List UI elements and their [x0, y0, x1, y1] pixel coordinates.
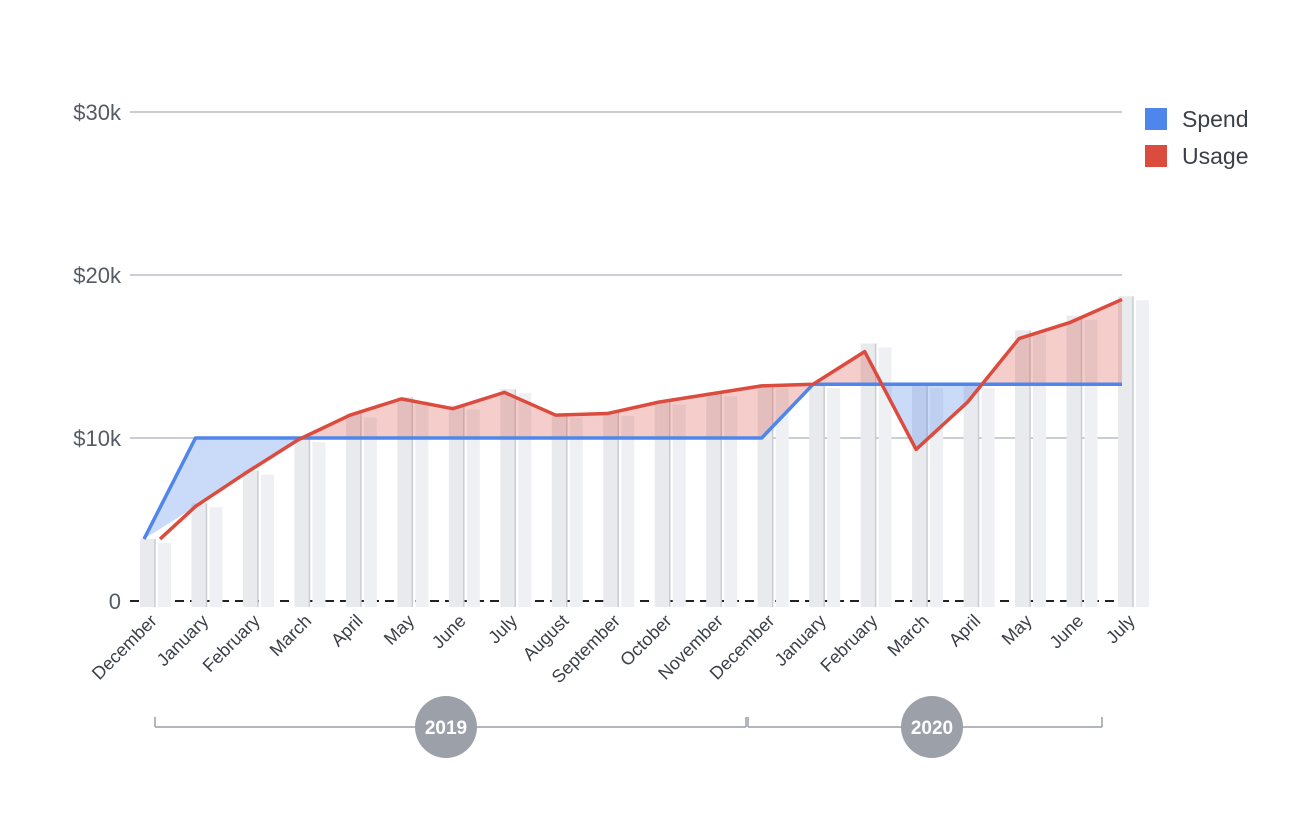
bar — [209, 507, 223, 607]
bar — [860, 343, 876, 607]
bar — [757, 384, 773, 607]
x-tick-label: May — [998, 611, 1036, 649]
bar — [415, 401, 429, 607]
bar — [672, 404, 686, 607]
usage-line — [158, 297, 1123, 541]
area-segment — [916, 384, 968, 450]
bar — [724, 396, 738, 607]
bar — [500, 389, 516, 607]
x-tick-label: April — [945, 611, 985, 651]
year-brackets: 2019 2020 — [154, 696, 1103, 758]
y-axis: 0 $10k $20k $30k — [73, 100, 122, 614]
year-badge — [901, 696, 963, 758]
bar — [621, 415, 635, 607]
bar — [397, 397, 413, 607]
bar — [569, 417, 583, 607]
area-segment — [658, 393, 711, 438]
bar — [1084, 319, 1098, 607]
legend-label: Spend — [1182, 106, 1249, 132]
bar — [466, 409, 480, 607]
year-label: 2020 — [911, 718, 953, 739]
bar — [260, 474, 274, 607]
bar — [448, 405, 464, 607]
area-segment — [401, 398, 453, 438]
bar — [912, 384, 928, 607]
bar — [140, 539, 155, 607]
x-tick-label: June — [428, 611, 470, 653]
x-tick-label: June — [1046, 611, 1088, 653]
legend-label: Usage — [1182, 143, 1248, 169]
bar — [963, 384, 979, 607]
bar — [294, 438, 310, 607]
bar — [654, 400, 670, 607]
bar — [1118, 296, 1133, 607]
y-tick-label: $30k — [73, 100, 122, 125]
bar — [878, 347, 892, 607]
bar — [242, 470, 258, 607]
bar — [312, 442, 326, 607]
bar — [809, 384, 825, 607]
bar — [345, 413, 361, 607]
bar — [930, 388, 944, 607]
y-tick-label: 0 — [109, 589, 121, 614]
area-segment — [349, 398, 402, 438]
bar — [775, 388, 789, 607]
bar — [1136, 300, 1149, 607]
legend-swatch — [1145, 108, 1167, 130]
x-tick-label: July — [484, 611, 521, 648]
x-tick-label: May — [380, 611, 418, 649]
area-segment — [1019, 322, 1071, 385]
bar — [706, 392, 722, 607]
area-segment — [504, 392, 556, 438]
area-segment — [452, 392, 505, 438]
year-badge — [415, 696, 477, 758]
series-lines — [142, 297, 1123, 541]
x-tick-label: December — [88, 611, 161, 684]
bar — [981, 388, 995, 607]
area-segment — [710, 385, 762, 438]
year-label: 2019 — [425, 718, 467, 739]
bars — [140, 296, 1149, 607]
y-tick-label: $10k — [73, 426, 122, 451]
bar — [551, 413, 567, 607]
bar — [158, 543, 171, 607]
bar — [191, 503, 207, 607]
x-tick-label: February — [199, 611, 264, 676]
bar — [1015, 330, 1031, 607]
bar — [1033, 334, 1047, 607]
area-segment — [555, 413, 608, 438]
x-tick-label: February — [816, 611, 881, 676]
bar — [363, 417, 377, 607]
legend-swatch — [1145, 145, 1167, 167]
bar — [827, 388, 841, 607]
bar — [1066, 315, 1082, 607]
x-tick-label: March — [883, 611, 933, 661]
area-segment — [1070, 299, 1122, 385]
legend: Spend Usage — [1145, 106, 1249, 169]
y-tick-label: $20k — [73, 263, 122, 288]
x-tick-label: July — [1102, 611, 1139, 648]
bar — [603, 411, 619, 607]
area-segment — [195, 438, 247, 507]
x-tick-label: March — [266, 611, 316, 661]
spend-line — [142, 382, 1122, 540]
bar — [518, 393, 532, 607]
x-tick-label: April — [327, 611, 367, 651]
